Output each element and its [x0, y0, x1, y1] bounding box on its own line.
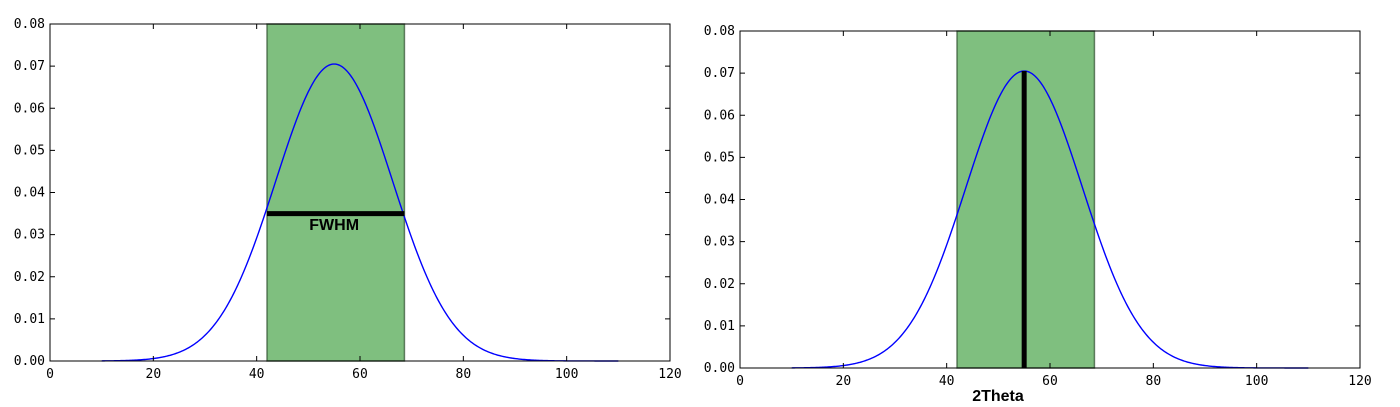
chart-panel-2: 0 20 40 60 80 100 120 0.00 0.01 0.02 0.03 0.04 0.05 0… — [704, 24, 1372, 405]
y-tick-label: 0.00 — [704, 361, 735, 376]
x-tick-label: 0 — [736, 374, 744, 389]
y-tick-label: 0.05 — [704, 150, 735, 165]
x-tick-label: 80 — [1146, 374, 1162, 389]
y-tick-label: 0.05 — [14, 143, 45, 158]
chart-panel-1: FWHM 0 20 40 60 80 100 120 0.00 0.01 0.02 0.03 0.04 0… — [14, 17, 682, 382]
y-tick-label: 0.08 — [704, 24, 735, 39]
x-tick-label: 60 — [352, 367, 368, 382]
y-tick-label: 0.02 — [14, 270, 45, 285]
x-tick-label: 40 — [249, 367, 265, 382]
series-line-1 — [791, 70, 1309, 369]
shaded-region — [266, 23, 406, 362]
series-line-1 — [101, 63, 619, 362]
y-tick-label: 0.07 — [704, 66, 735, 81]
x-tick-label: 20 — [146, 367, 162, 382]
x-tick-label: 100 — [1245, 374, 1268, 389]
x-tick-label: 120 — [1348, 374, 1371, 389]
y-tick-label: 0.06 — [14, 101, 45, 116]
x-tick-label: 100 — [555, 367, 578, 382]
y-tick-label: 0.03 — [14, 228, 45, 243]
y-tick-label: 0.04 — [704, 193, 735, 208]
y-tick-label: 0.07 — [14, 59, 45, 74]
x-tick-label: 20 — [836, 374, 852, 389]
y-tick-label: 0.04 — [14, 186, 45, 201]
x-tick-label: 40 — [939, 374, 955, 389]
fwhm-label: FWHM — [309, 217, 359, 234]
x-axis-label: 2Theta — [972, 388, 1024, 405]
y-tick-label: 0.02 — [704, 277, 735, 292]
x-tick-label: 120 — [658, 367, 681, 382]
y-tick-label: 0.01 — [704, 319, 735, 334]
y-tick-label: 0.01 — [14, 312, 45, 327]
x-tick-label: 80 — [456, 367, 472, 382]
x-tick-label: 0 — [46, 367, 54, 382]
y-tick-label: 0.06 — [704, 108, 735, 123]
y-tick-label: 0.03 — [704, 235, 735, 250]
y-tick-label: 0.00 — [14, 354, 45, 369]
x-tick-label: 60 — [1042, 374, 1058, 389]
y-tick-label: 0.08 — [14, 17, 45, 32]
